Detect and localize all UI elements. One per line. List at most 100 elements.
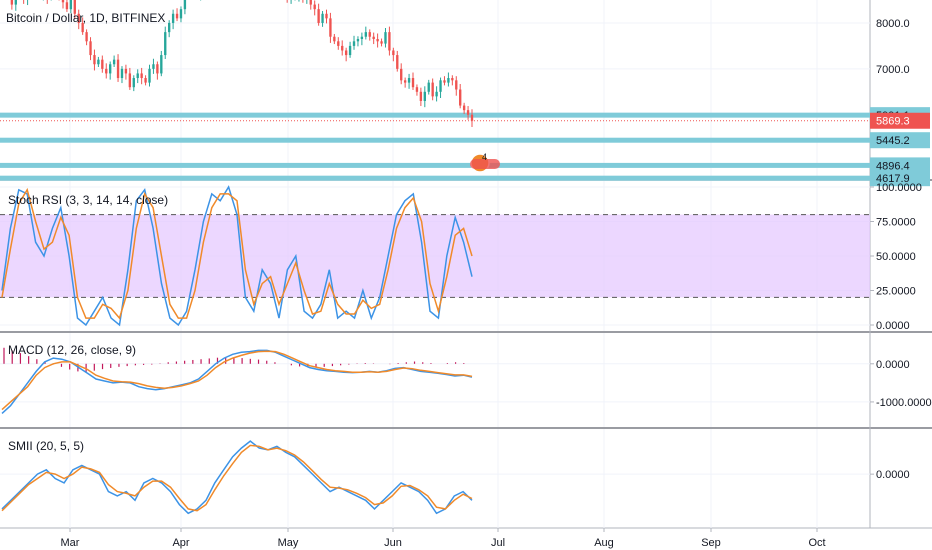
- indicator-series: [1, 185, 473, 515]
- symbol-title: Bitcoin / Dollar, 1D, BITFINEX: [6, 11, 165, 25]
- candle-body: [423, 91, 426, 101]
- level-line: [0, 175, 870, 181]
- indicator-tick-label: 75.0000: [876, 217, 916, 229]
- candle-body: [112, 59, 116, 65]
- event-badge-count: 4: [482, 152, 487, 162]
- candle-body: [81, 22, 84, 33]
- level-line: [0, 137, 870, 143]
- time-tick-label: Apr: [172, 537, 189, 549]
- time-axis[interactable]: Mar Apr May Jun Jul Aug Sep Oct: [61, 528, 826, 549]
- time-tick-label: Oct: [808, 537, 825, 549]
- orange-series-line: [1, 350, 473, 411]
- candle-body: [109, 64, 112, 74]
- candle-body: [403, 80, 407, 83]
- stoch-band-group: [0, 214, 870, 298]
- indicator-tick-label: 25.0000: [876, 286, 916, 298]
- candle-body: [124, 68, 128, 74]
- overbought-oversold-band: [0, 214, 870, 298]
- candle-body: [396, 55, 399, 69]
- level-lines[interactable]: 4: [0, 112, 870, 181]
- blue-series-line: [1, 440, 473, 515]
- macd-title: MACD (12, 26, close, 9): [8, 343, 136, 357]
- candle-body: [344, 50, 348, 56]
- candle-body: [380, 41, 383, 44]
- price-axis[interactable]: 8000.07000.05991.15445.24896.44617.95869…: [870, 18, 932, 481]
- last-price-label: 5869.3: [876, 116, 910, 128]
- candle-body: [156, 64, 159, 74]
- time-tick-label: Jun: [384, 537, 402, 549]
- candle-body: [183, 0, 187, 10]
- orange-series-line: [1, 187, 473, 320]
- candle-body: [164, 32, 167, 56]
- indicator-tick-label: 0.0000: [876, 469, 910, 481]
- candle-body: [337, 41, 340, 46]
- candle-body: [427, 82, 430, 92]
- time-tick-label: Jul: [491, 537, 505, 549]
- candle-body: [171, 13, 175, 23]
- candle-body: [325, 13, 328, 19]
- candle-body: [179, 9, 183, 19]
- candle-body: [144, 78, 147, 83]
- candle-body: [447, 78, 450, 83]
- indicator-tick-label: 50.0000: [876, 251, 916, 263]
- candle-body: [466, 110, 470, 115]
- candle-body: [372, 36, 375, 40]
- candle-body: [10, 0, 14, 5]
- candle-body: [317, 9, 320, 23]
- candle-body: [175, 13, 179, 19]
- candle-body: [77, 13, 80, 23]
- event-flag-icon: [470, 159, 500, 169]
- level-line: [0, 112, 870, 118]
- candle-body: [65, 2, 69, 10]
- candle-body: [105, 68, 108, 74]
- smii-title: SMII (20, 5, 5): [8, 439, 84, 453]
- blue-series-line: [1, 349, 473, 414]
- level-price-label: 4617.9: [876, 173, 910, 185]
- orange-series-line: [1, 444, 473, 512]
- level-price-tag: [870, 157, 930, 174]
- candle-body: [89, 41, 92, 56]
- candle-body: [376, 39, 379, 42]
- candle-body: [333, 36, 336, 42]
- candle-body: [167, 22, 171, 33]
- candle-body: [400, 68, 403, 81]
- level-line: [0, 162, 870, 168]
- candle-body: [93, 55, 96, 65]
- candle-body: [341, 45, 344, 51]
- candle-body: [435, 91, 438, 97]
- candle-body: [392, 50, 395, 56]
- candle-body: [136, 73, 139, 79]
- candle-body: [443, 80, 446, 83]
- candle-body: [470, 114, 474, 121]
- candle-body: [61, 0, 65, 3]
- candle-body: [348, 45, 352, 56]
- time-tick-label: Sep: [701, 537, 721, 549]
- price-tick-label: 7000.0: [876, 64, 910, 76]
- candle-body: [73, 0, 76, 14]
- indicator-labels: Bitcoin / Dollar, 1D, BITFINEX Stoch RSI…: [6, 11, 168, 453]
- candle-body: [364, 32, 367, 37]
- candle-body: [101, 59, 104, 69]
- candle-body: [132, 78, 135, 88]
- candle-body: [451, 78, 454, 81]
- candle-body: [148, 68, 151, 83]
- candle-body: [329, 18, 332, 37]
- candle-body: [14, 0, 17, 5]
- candle-body: [388, 32, 391, 51]
- candle-body: [313, 4, 316, 10]
- candle-body: [140, 73, 143, 79]
- candle-body: [352, 41, 356, 46]
- candle-body: [459, 89, 462, 106]
- candle-body: [368, 32, 371, 37]
- candle-body: [160, 55, 163, 74]
- stoch-rsi-title: Stoch RSI (3, 3, 14, 14, close): [8, 193, 168, 207]
- candle-body: [152, 64, 155, 69]
- candle-body: [384, 32, 387, 44]
- level-price-label: 4896.4: [876, 160, 910, 172]
- candle-body: [356, 39, 360, 42]
- candle-body: [462, 105, 466, 111]
- candle-body: [85, 32, 88, 42]
- price-tick-label: 8000.0: [876, 18, 910, 30]
